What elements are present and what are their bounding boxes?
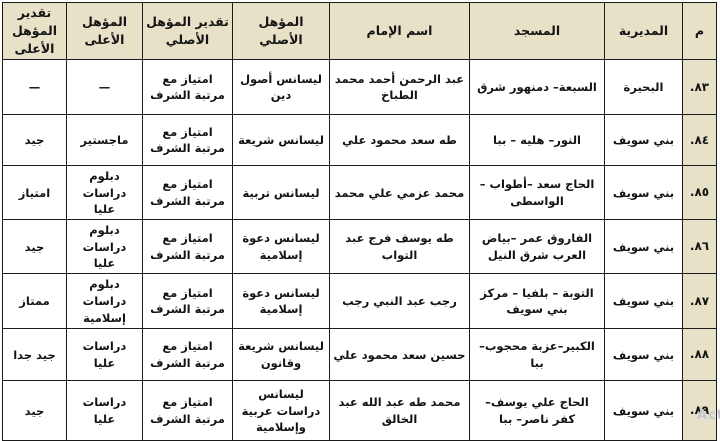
cell-directorate: بني سويف xyxy=(604,380,683,441)
cell-higher_qual: دراسات عليا xyxy=(66,328,143,382)
cell-orig_qual: ليسانس أصول دين xyxy=(232,59,330,116)
cell-mosque: السبعة– دمنهور شرق xyxy=(469,59,605,116)
cell-imam: محمد طه عبد الله عبد الخالق xyxy=(329,380,470,441)
cell-higher_qual: — xyxy=(66,59,143,116)
cell-imam: حسين سعد محمود علي xyxy=(329,328,470,382)
cell-orig_grade: امتياز مع مرتبة الشرف xyxy=(142,380,233,441)
table-row: ٨٧. بني سويف التوبة – بلفيا – مركز بني سوي… xyxy=(2,273,717,330)
header-cell-orig_grade: تقدير المؤهل الأصلي xyxy=(142,1,233,61)
cell-imam: رجب عبد النبي رجب xyxy=(329,273,470,330)
cell-num: ٨٧. xyxy=(682,273,717,330)
cell-higher_grade: — xyxy=(2,59,67,116)
header-cell-orig_qual: المؤهل الأصلي xyxy=(232,1,330,61)
cell-num: ٨٥. xyxy=(682,165,717,221)
table-row: ٨٦. بني سويف الفاروق عمر –بياض العرب شرق ا… xyxy=(2,219,717,275)
table-body: ٨٣. البحيرة السبعة– دمنهور شرق عبد الرحمن أ… xyxy=(2,59,717,441)
header-cell-higher_qual: المؤهل الأعلى xyxy=(66,1,143,61)
cell-higher_qual: دبلوم دراسات إسلامية xyxy=(66,273,143,330)
cell-orig_qual: ليسانس دعوة إسلامية xyxy=(232,219,330,275)
cell-mosque: الحاج علي يوسف– كفر ناصر– ببا xyxy=(469,380,605,441)
cell-num: ٨٣. xyxy=(682,59,717,116)
table-header: م المديرية المسجد اسم الإمام المؤهل الأصلي تق… xyxy=(2,1,717,61)
cell-imam: طه سعد محمود علي xyxy=(329,114,470,167)
table-row: ٨٤. بني سويف النور– هليه – ببا طه سعد محمود… xyxy=(2,114,717,167)
cell-orig_qual: ليسانس شريعة xyxy=(232,114,330,167)
cell-higher_grade: جيد xyxy=(2,380,67,441)
cell-mosque: الفاروق عمر –بياض العرب شرق النيل xyxy=(469,219,605,275)
cell-higher_grade: جيد xyxy=(2,219,67,275)
header-cell-higher_grade: تقدير المؤهل الأعلى xyxy=(2,1,67,61)
cell-directorate: بني سويف xyxy=(604,328,683,382)
cell-orig_grade: امتياز مع مرتبة الشرف xyxy=(142,328,233,382)
cell-orig_grade: امتياز مع مرتبة الشرف xyxy=(142,219,233,275)
table-row: ٨٥. بني سويف الحاج سعد –أطواب – الواسطى محم… xyxy=(2,165,717,221)
header-cell-num: م xyxy=(682,1,717,61)
header-cell-mosque: المسجد xyxy=(469,1,605,61)
cell-orig_qual: ليسانس شريعة وقانون xyxy=(232,328,330,382)
cell-directorate: بني سويف xyxy=(604,273,683,330)
cell-directorate: بني سويف xyxy=(604,219,683,275)
cell-higher_qual: دبلوم دراسات عليا xyxy=(66,219,143,275)
cell-mosque: النور– هليه – ببا xyxy=(469,114,605,167)
cell-orig_grade: امتياز مع مرتبة الشرف xyxy=(142,114,233,167)
cell-higher_grade: امتياز xyxy=(2,165,67,221)
header-cell-imam: اسم الإمام xyxy=(329,1,470,61)
cell-higher_qual: ماجستير xyxy=(66,114,143,167)
cell-mosque: التوبة – بلفيا – مركز بني سويف xyxy=(469,273,605,330)
cell-higher_grade: ممتاز xyxy=(2,273,67,330)
cell-orig_grade: امتياز مع مرتبة الشرف xyxy=(142,59,233,116)
header-row: م المديرية المسجد اسم الإمام المؤهل الأصلي تق… xyxy=(2,1,717,61)
cell-orig_qual: ليسانس دعوة إسلامية xyxy=(232,273,330,330)
header-cell-directorate: المديرية xyxy=(604,1,683,61)
cell-imam: طه يوسف فرج عبد التواب xyxy=(329,219,470,275)
cell-mosque: الحاج سعد –أطواب – الواسطى xyxy=(469,165,605,221)
cell-directorate: بني سويف xyxy=(604,114,683,167)
cell-orig_grade: امتياز مع مرتبة الشرف xyxy=(142,165,233,221)
cell-orig_grade: امتياز مع مرتبة الشرف xyxy=(142,273,233,330)
table-row: ٨٨. بني سويف الكبير–عزبة محجوب– ببا حسين سع… xyxy=(2,328,717,382)
cell-orig_qual: ليسانس تربية xyxy=(232,165,330,221)
cell-imam: محمد عزمي علي محمد xyxy=(329,165,470,221)
cell-num: ٨٦. xyxy=(682,219,717,275)
cell-higher_qual: دراسات عليا xyxy=(66,380,143,441)
cell-num: ٨٩. xyxy=(682,380,717,441)
cell-mosque: الكبير–عزبة محجوب– ببا xyxy=(469,328,605,382)
cell-directorate: بني سويف xyxy=(604,165,683,221)
cell-num: ٨٨. xyxy=(682,328,717,382)
cell-higher_qual: دبلوم دراسات عليا xyxy=(66,165,143,221)
table-row: ٨٣. البحيرة السبعة– دمنهور شرق عبد الرحمن أ… xyxy=(2,59,717,116)
cell-imam: عبد الرحمن أحمد محمد الطباخ xyxy=(329,59,470,116)
cell-higher_grade: جيد جدا xyxy=(2,328,67,382)
cell-directorate: البحيرة xyxy=(604,59,683,116)
table-row: ٨٩. بني سويف الحاج علي يوسف– كفر ناصر– ببا… xyxy=(2,380,717,441)
cell-orig_qual: ليسانس دراسات عربية وإسلامية xyxy=(232,380,330,441)
cell-num: ٨٤. xyxy=(682,114,717,167)
cell-higher_grade: جيد xyxy=(2,114,67,167)
